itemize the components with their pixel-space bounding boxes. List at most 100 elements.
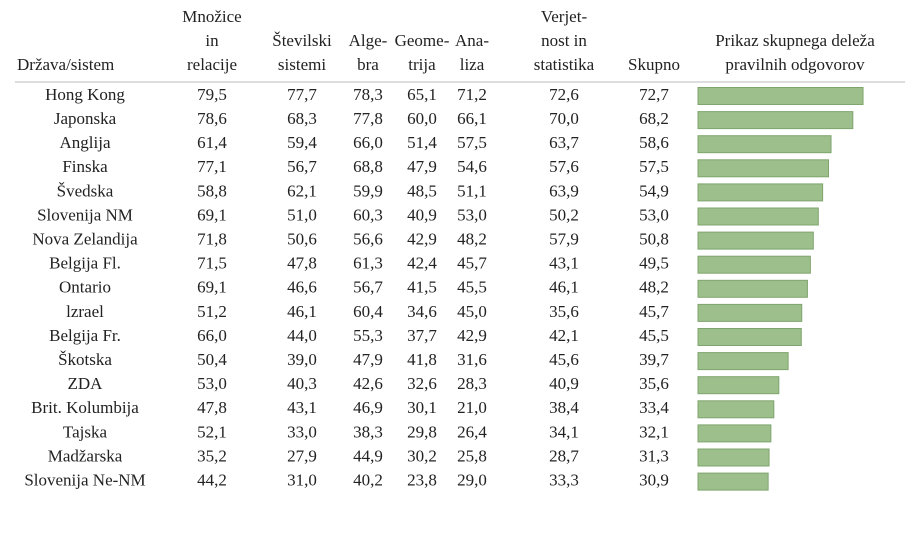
cell-value: 61,3 (353, 254, 383, 273)
cell-value: 47,9 (407, 157, 437, 176)
country-name: Nova Zelandija (32, 230, 138, 249)
cell-value: 45,7 (639, 302, 669, 321)
country-name: Slovenija Ne-NM (24, 471, 145, 490)
header-label: Alge- (349, 31, 388, 50)
header-label: trija (408, 55, 436, 74)
cell-value: 39,7 (639, 350, 669, 369)
cell-value: 71,8 (197, 230, 227, 249)
cell-value: 30,9 (639, 471, 669, 490)
cell-value: 42,9 (407, 230, 437, 249)
country-name: Belgija Fl. (49, 254, 121, 273)
total-bar (697, 448, 770, 467)
cell-value: 34,1 (549, 422, 579, 441)
header-label: Množice (182, 7, 241, 26)
cell-value: 68,8 (353, 157, 383, 176)
cell-value: 31,0 (287, 471, 317, 490)
cell-value: 32,6 (407, 374, 437, 393)
total-bar (697, 352, 789, 371)
cell-value: 56,7 (287, 157, 317, 176)
cell-value: 45,7 (457, 254, 487, 273)
country-name: Ontario (59, 278, 111, 297)
country-name: lzrael (66, 302, 104, 321)
cell-value: 40,2 (353, 471, 383, 490)
cell-value: 46,9 (353, 398, 383, 417)
total-bar (697, 183, 824, 202)
header-label: relacije (187, 55, 237, 74)
header-label: statistika (534, 55, 595, 74)
cell-value: 47,8 (197, 398, 227, 417)
cell-value: 42,9 (457, 326, 487, 345)
total-bar (697, 424, 772, 443)
total-bar (697, 472, 769, 491)
total-bar (697, 279, 808, 298)
cell-value: 65,1 (407, 85, 437, 104)
total-bar (697, 207, 819, 226)
cell-value: 45,5 (457, 278, 487, 297)
cell-value: 77,1 (197, 157, 227, 176)
cell-value: 21,0 (457, 398, 487, 417)
header-label: bra (357, 55, 379, 74)
cell-value: 71,5 (197, 254, 227, 273)
cell-value: 78,6 (197, 109, 227, 128)
cell-value: 78,3 (353, 85, 383, 104)
cell-value: 45,5 (639, 326, 669, 345)
cell-value: 40,9 (407, 205, 437, 224)
total-bar (697, 159, 830, 178)
cell-value: 55,3 (353, 326, 383, 345)
header-label: sistemi (278, 55, 326, 74)
cell-value: 52,1 (197, 422, 227, 441)
total-bar (697, 231, 814, 250)
cell-value: 46,6 (287, 278, 317, 297)
cell-value: 77,7 (287, 85, 317, 104)
cell-value: 57,9 (549, 230, 579, 249)
cell-value: 63,9 (549, 181, 579, 200)
cell-value: 57,5 (639, 157, 669, 176)
cell-value: 60,3 (353, 205, 383, 224)
cell-value: 35,6 (549, 302, 579, 321)
country-name: Japonska (54, 109, 117, 128)
cell-value: 28,3 (457, 374, 487, 393)
country-name: ZDA (68, 374, 104, 393)
cell-value: 77,8 (353, 109, 383, 128)
cell-value: 33,3 (549, 471, 579, 490)
cell-value: 42,1 (549, 326, 579, 345)
cell-value: 56,6 (353, 230, 383, 249)
cell-value: 39,0 (287, 350, 317, 369)
cell-value: 53,0 (639, 205, 669, 224)
cell-value: 41,5 (407, 278, 437, 297)
cell-value: 68,3 (287, 109, 317, 128)
country-name: Madžarska (48, 446, 123, 465)
header-label: liza (460, 55, 485, 74)
cell-value: 59,9 (353, 181, 383, 200)
total-bar (697, 400, 775, 419)
cell-value: 53,0 (457, 205, 487, 224)
cell-value: 40,9 (549, 374, 579, 393)
cell-value: 45,0 (457, 302, 487, 321)
country-name: Belgija Fr. (49, 326, 121, 345)
cell-value: 50,4 (197, 350, 227, 369)
cell-value: 35,6 (639, 374, 669, 393)
cell-value: 30,2 (407, 446, 437, 465)
cell-value: 58,8 (197, 181, 227, 200)
cell-value: 26,4 (457, 422, 487, 441)
cell-value: 46,1 (287, 302, 317, 321)
cell-value: 48,2 (639, 278, 669, 297)
cell-value: 54,6 (457, 157, 487, 176)
cell-value: 50,6 (287, 230, 317, 249)
country-name: Tajska (63, 422, 108, 441)
cell-value: 59,4 (287, 133, 317, 152)
cell-value: 32,1 (639, 422, 669, 441)
cell-value: 71,2 (457, 85, 487, 104)
cell-value: 72,7 (639, 85, 669, 104)
cell-value: 38,4 (549, 398, 579, 417)
header-label: pravilnih odgovorov (725, 55, 865, 74)
country-name: Brit. Kolumbija (31, 398, 139, 417)
cell-value: 47,8 (287, 254, 317, 273)
cell-value: 29,0 (457, 471, 487, 490)
cell-value: 51,2 (197, 302, 227, 321)
header-label: Ana- (455, 31, 489, 50)
cell-value: 51,0 (287, 205, 317, 224)
cell-value: 43,1 (549, 254, 579, 273)
cell-value: 51,4 (407, 133, 437, 152)
